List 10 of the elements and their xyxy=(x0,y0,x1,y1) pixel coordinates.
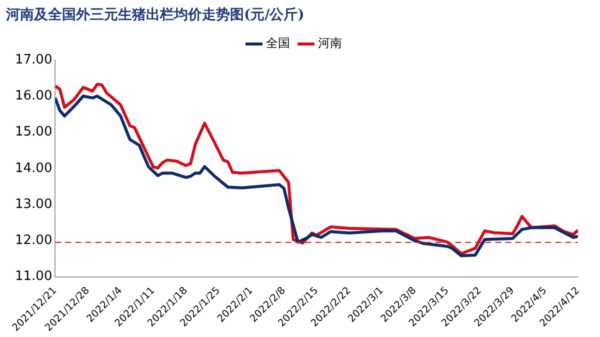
y-tick-label: 14.00 xyxy=(15,160,52,176)
y-tick-label: 12.00 xyxy=(15,233,52,248)
chart-title: 河南及全国外三元生猪出栏均价走势图(元/公斤) xyxy=(5,6,306,25)
legend-label: 全国 xyxy=(266,36,290,50)
y-tick-label: 16.00 xyxy=(15,88,52,104)
y-tick-label: 11.00 xyxy=(15,269,52,284)
legend-label: 河南 xyxy=(318,36,342,50)
y-tick-label: 13.00 xyxy=(15,196,52,212)
y-tick-label: 15.00 xyxy=(15,124,52,140)
y-tick-label: 17.00 xyxy=(15,52,52,68)
